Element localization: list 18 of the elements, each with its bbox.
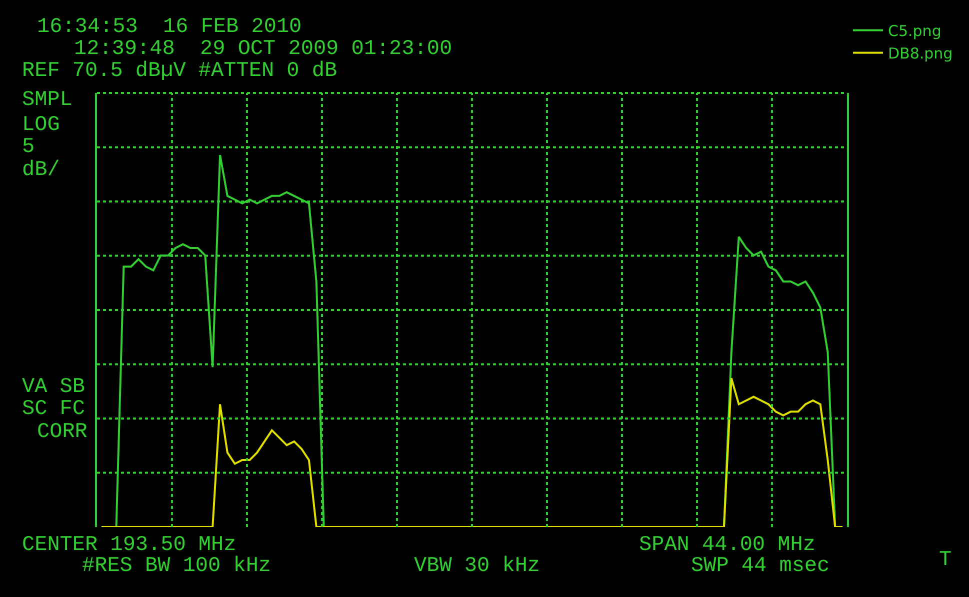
text: CENTER 193.50 MHz (22, 534, 236, 557)
text: CORR (37, 421, 88, 444)
legend-label: C5.png (888, 22, 942, 40)
text: SC FC (22, 398, 86, 421)
legend-label: DB8.png (888, 44, 953, 63)
text: SPAN 44.00 MHz (639, 534, 816, 557)
text: VBW 30 kHz (414, 555, 540, 578)
chart-title: 16:34:53 16 FEB 2010 (37, 16, 302, 39)
text: 5 (22, 136, 35, 159)
text: T (939, 549, 952, 572)
chart-subtitle: 12:39:48 29 OCT 2009 01:23:00 (74, 38, 452, 61)
text: REF 70.5 dBµV #ATTEN 0 dB (22, 60, 338, 83)
text: #RES BW 100 kHz (82, 555, 272, 578)
text: VA SB (22, 376, 86, 399)
text: SWP 44 msec (691, 555, 830, 578)
text: SMPL (22, 89, 72, 112)
text: LOG (22, 114, 60, 137)
text: dB/ (22, 159, 60, 182)
